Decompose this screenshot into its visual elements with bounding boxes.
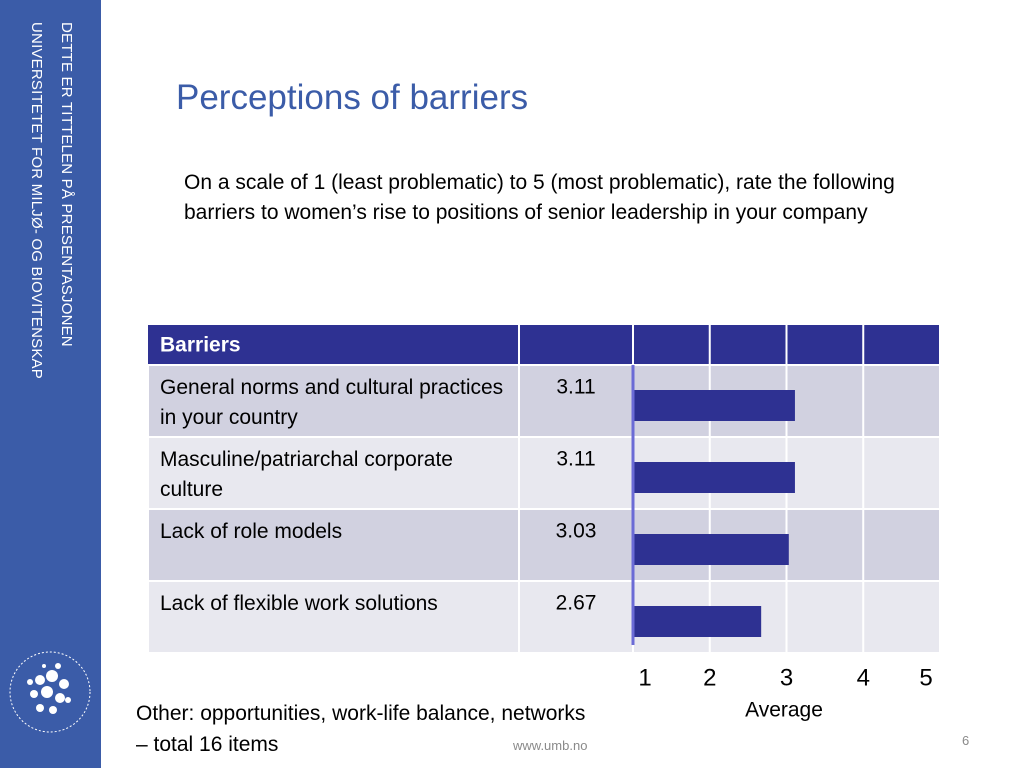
question-text: On a scale of 1 (least problematic) to 5… [184, 171, 895, 224]
value-label: 3.11 [556, 376, 595, 399]
x-tick-label: 4 [857, 664, 870, 691]
table-row [147, 580, 941, 654]
table-row [147, 436, 941, 510]
table-row [147, 508, 941, 582]
value-label: 2.67 [556, 592, 597, 615]
bar [633, 462, 795, 493]
category-label: Masculine/patriarchal corporate culture [160, 448, 453, 501]
footer-url: www.umb.no [513, 738, 588, 753]
note: Other: opportunities, work-life balance,… [136, 702, 586, 756]
slide-title: Perceptions of barriers [176, 78, 529, 117]
value-label: 3.03 [556, 520, 597, 543]
value-label: 3.11 [556, 448, 595, 471]
x-tick-label: 3 [780, 664, 793, 691]
x-tick-label: 5 [919, 664, 932, 691]
x-axis-label: Average [745, 699, 823, 722]
logo [9, 651, 91, 733]
x-tick-label: 2 [703, 664, 716, 691]
sidebar: DETTE ER TITTELEN PÅ PRESENTASJONEN UNIV… [0, 0, 101, 768]
bar [633, 390, 795, 421]
bar [633, 534, 789, 565]
page-number: 6 [962, 733, 970, 748]
bar [633, 606, 762, 637]
table-row [147, 364, 941, 438]
category-label: Lack of role models [160, 520, 343, 543]
category-label: General norms and cultural practices in … [160, 376, 504, 429]
header-row [148, 325, 940, 365]
header-label: Barriers [160, 334, 241, 357]
category-label: Lack of flexible work solutions [160, 592, 438, 615]
x-tick-label: 1 [638, 664, 651, 691]
